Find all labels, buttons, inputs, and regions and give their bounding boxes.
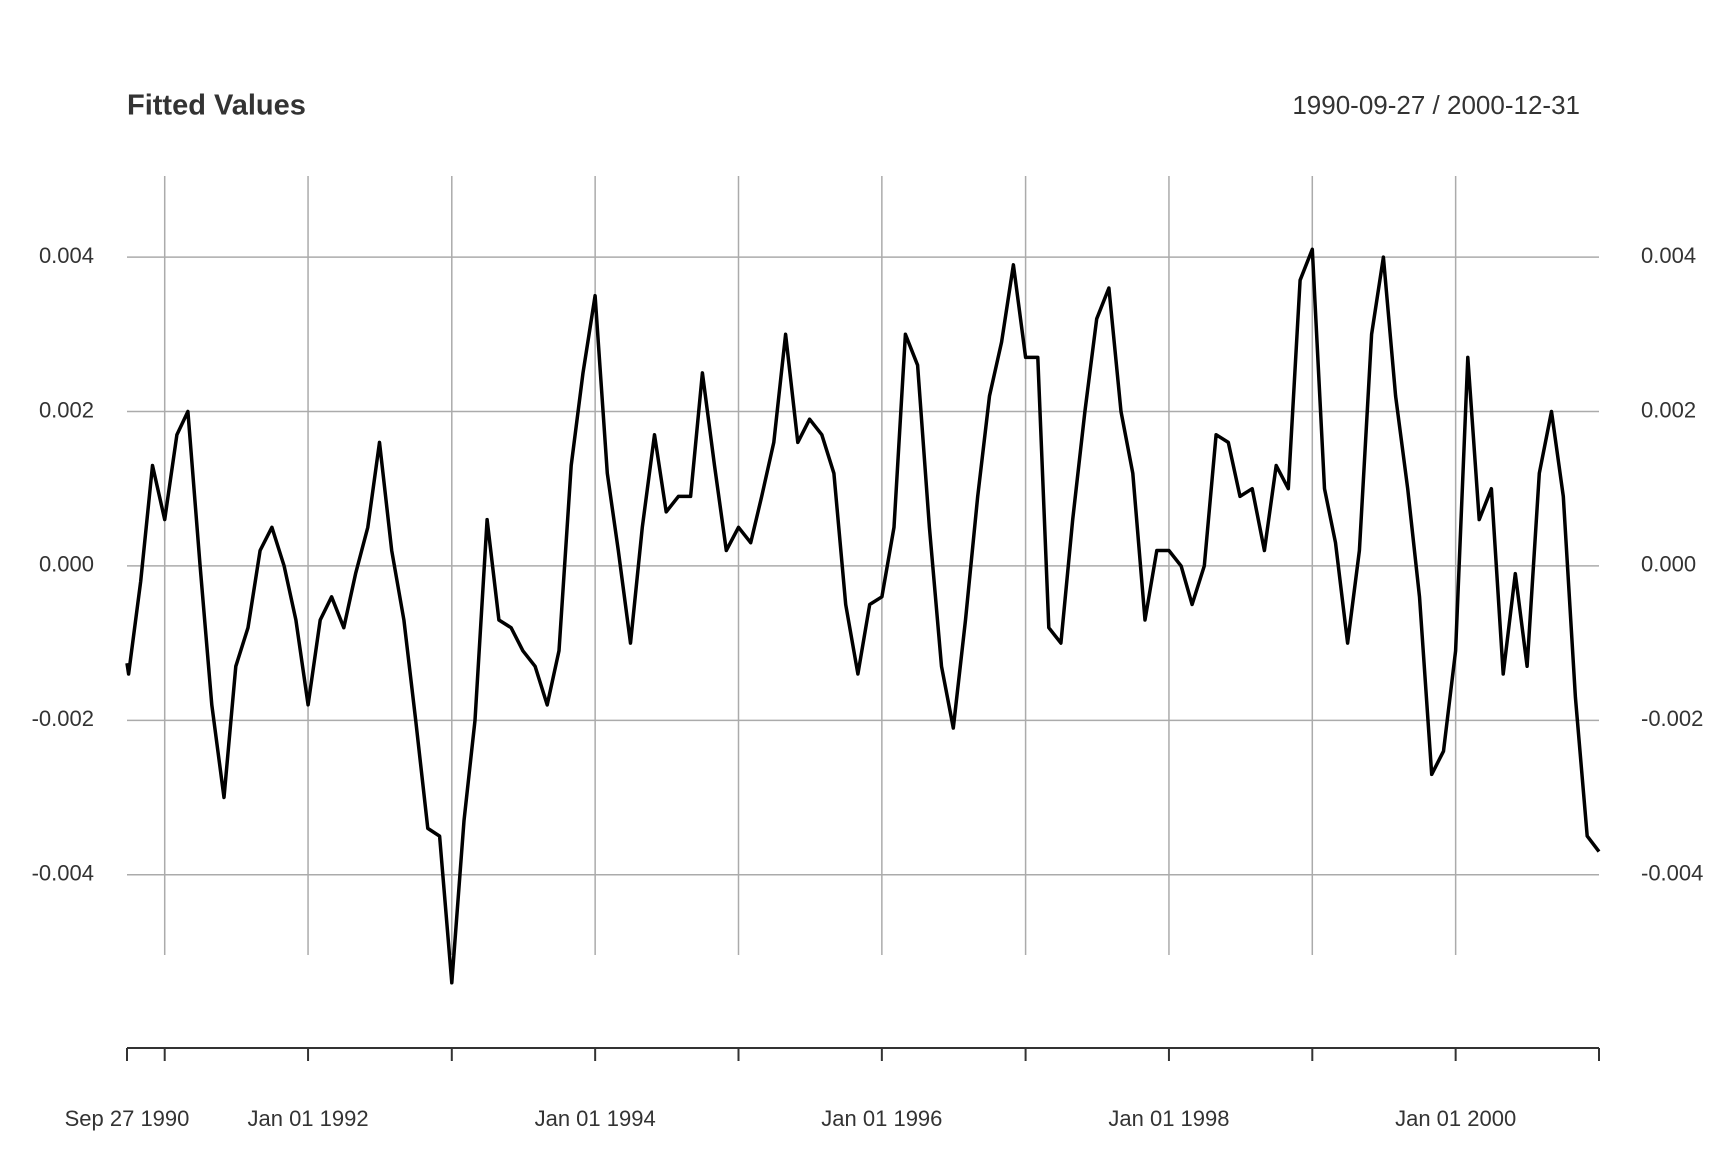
x-tick-label: Jan 01 1992: [247, 1106, 368, 1131]
y-tick-label: 0.004: [39, 243, 94, 268]
y-tick-label: 0.000: [39, 552, 94, 577]
y-tick-label-right: 0.000: [1641, 552, 1696, 577]
x-tick-label: Jan 01 2000: [1395, 1106, 1516, 1131]
y-tick-label: 0.002: [39, 397, 94, 422]
series-line: [125, 247, 1601, 985]
y-tick-label-right: 0.004: [1641, 243, 1696, 268]
y-tick-label: -0.002: [32, 706, 94, 731]
y-tick-label-right: -0.004: [1641, 861, 1703, 886]
y-tick-label-right: -0.002: [1641, 706, 1703, 731]
x-tick-label: Sep 27 1990: [65, 1106, 190, 1131]
y-tick-label: -0.004: [32, 861, 94, 886]
x-tick-label: Jan 01 1994: [535, 1106, 656, 1131]
date-range: 1990-09-27 / 2000-12-31: [1292, 90, 1580, 120]
x-tick-label: Jan 01 1996: [821, 1106, 942, 1131]
chart-title: Fitted Values: [127, 90, 306, 122]
x-tick-label: Jan 01 1998: [1108, 1106, 1229, 1131]
y-tick-label-right: 0.002: [1641, 397, 1696, 422]
